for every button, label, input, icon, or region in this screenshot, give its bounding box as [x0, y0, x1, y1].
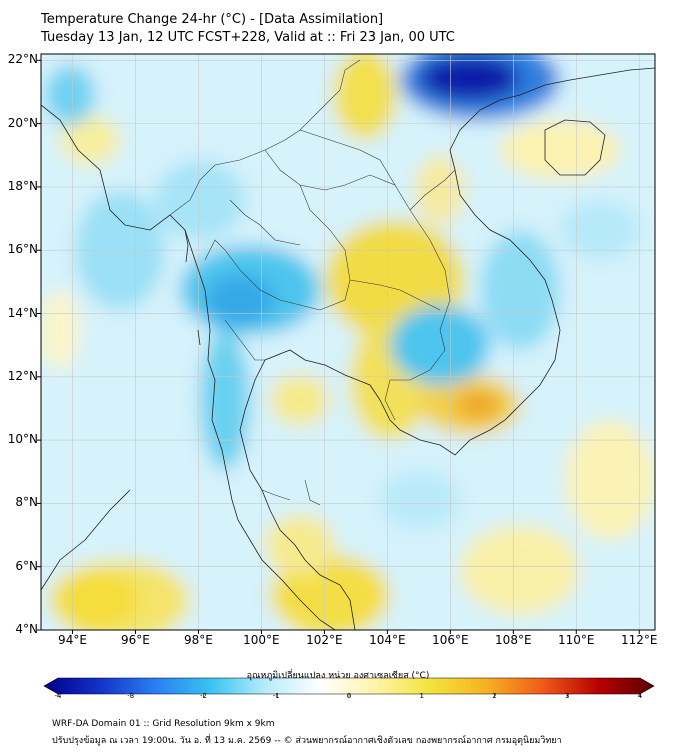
colorbar-tick-label: 2 [492, 692, 497, 700]
lat-label: 20°N [7, 115, 38, 130]
map-title: Temperature Change 24-hr (°C) - [Data As… [41, 12, 384, 27]
colorbar-tick-label: 3 [565, 692, 570, 700]
map-frame [40, 53, 656, 631]
lat-label: 4°N [15, 622, 38, 636]
lon-label: 106°E [432, 633, 469, 647]
colorbar-tick-label: -4 [54, 692, 62, 700]
lon-label: 98°E [183, 633, 213, 647]
footer-credit: ปรับปรุงข้อมูล ณ เวลา 19:00น. วัน อ. ที่… [52, 736, 562, 746]
lon-label: 112°E [621, 633, 658, 647]
lon-label: 96°E [121, 633, 150, 647]
colorbar-ticks [57, 694, 641, 697]
colorbar-tick-label: -1 [272, 692, 280, 700]
lat-label: 16°N [7, 242, 38, 257]
colorbar-tick-label: 0 [346, 692, 352, 700]
colorbar-tick-label: -3 [127, 692, 135, 700]
axis-ticks [37, 59, 640, 634]
lat-label: 12°N [7, 368, 38, 383]
lat-label: 6°N [15, 558, 38, 573]
country-borders [169, 59, 456, 506]
lon-label: 102°E [306, 633, 343, 647]
footer-domain-info: WRF-DA Domain 01 :: Grid Resolution 9km … [52, 719, 275, 729]
colorbar-tick-label: -2 [200, 692, 207, 700]
lat-label: 8°N [15, 495, 38, 510]
lon-label: 100°E [243, 633, 280, 647]
lon-label: 94°E [58, 633, 87, 647]
lon-label: 104°E [369, 633, 406, 647]
lat-label: 22°N [7, 52, 38, 67]
lat-label: 18°N [7, 178, 38, 193]
coastlines [41, 67, 655, 630]
colorbar-tick-label: 4 [637, 692, 643, 700]
colorbar-title: อุณหภูมิเปลี่ยนแปลง หน่วย องศาเซลเซียส (… [246, 671, 430, 681]
graticule [41, 54, 655, 631]
lon-label: 110°E [558, 633, 595, 647]
temperature-field [41, 54, 655, 630]
lat-label: 10°N [7, 432, 38, 447]
lon-label: 108°E [495, 633, 532, 647]
colorbar-tick-label: 1 [419, 692, 424, 700]
map-subtitle: Tuesday 13 Jan, 12 UTC FCST+228, Valid a… [41, 30, 455, 45]
lat-label: 14°N [7, 305, 38, 320]
